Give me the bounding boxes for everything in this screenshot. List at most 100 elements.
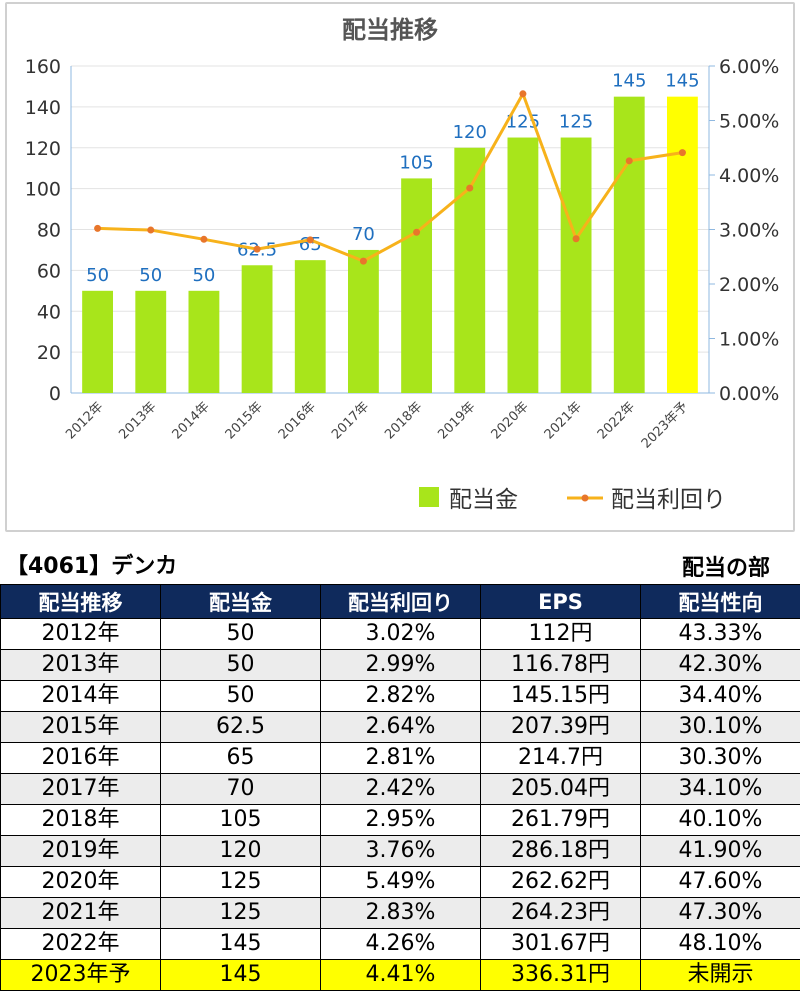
y-right-tick-label: 2.00%: [719, 274, 779, 296]
yield-point: [306, 236, 314, 244]
table-cell: 70: [160, 773, 321, 805]
bar: [294, 260, 326, 393]
y-right-tick-label: 4.00%: [719, 165, 779, 187]
table-cell: 40.10%: [640, 804, 800, 836]
table-cell: 262.62円: [480, 866, 641, 898]
bar-data-label: 50: [139, 265, 162, 286]
table-cell: 2.83%: [320, 897, 481, 929]
table-cell: 4.26%: [320, 928, 481, 960]
bar: [454, 147, 486, 393]
table-cell: 214.7円: [480, 742, 641, 774]
table-cell: 2.42%: [320, 773, 481, 805]
table-cell: 3.02%: [320, 618, 481, 650]
bar: [613, 96, 645, 393]
yield-line: [97, 92, 683, 263]
section-heading: 配当の部: [681, 556, 770, 581]
table-cell: 2015年: [0, 711, 161, 743]
bar: [188, 290, 220, 393]
yield-point: [625, 157, 633, 165]
y-left-tick-label: 0: [49, 383, 61, 405]
y-left-tick-label: 80: [37, 220, 61, 242]
table-row: 2014年 50 2.82% 145.15円 34.40%: [0, 680, 800, 712]
bar-data-label: 145: [665, 71, 699, 92]
table-cell: 2013年: [0, 649, 161, 681]
dividend-chart: 配当推移 0 20 40 60 80 100 120 140 160 0.00% 1.00% 2.00%…: [25, 16, 780, 513]
table-row: 2020年 125 5.49% 262.62円 47.60%: [0, 866, 800, 898]
table-cell: 65: [160, 742, 321, 774]
bar: [666, 96, 698, 393]
bar: [507, 137, 539, 393]
y-left-tick-label: 100: [25, 179, 61, 201]
y-left-tick-label: 140: [25, 97, 61, 119]
column-header: 配当性向: [640, 584, 800, 619]
bar: [401, 178, 433, 393]
table-cell: 336.31円: [480, 959, 641, 991]
table-row: 2015年 62.5 2.64% 207.39円 30.10%: [0, 711, 800, 743]
y-left-tick-label: 40: [37, 301, 61, 323]
table-row: 2016年 65 2.81% 214.7円 30.30%: [0, 742, 800, 774]
table-cell: 42.30%: [640, 649, 800, 681]
column-header: EPS: [480, 584, 641, 619]
table-cell: 47.30%: [640, 897, 800, 929]
column-header: 配当金: [160, 584, 321, 619]
table-cell: 112円: [480, 618, 641, 650]
table-row: 2018年 105 2.95% 261.79円 40.10%: [0, 804, 800, 836]
table-cell: 2.95%: [320, 804, 481, 836]
yield-point: [466, 184, 474, 192]
y-left-tick-label: 60: [37, 260, 61, 282]
table-cell: 105: [160, 804, 321, 836]
table-cell: 145: [160, 928, 321, 960]
y-left-tick-label: 20: [37, 342, 61, 364]
table-row: 2013年 50 2.99% 116.78円 42.30%: [0, 649, 800, 681]
table-cell: 2023年予: [0, 959, 161, 991]
table-cell: 145: [160, 959, 321, 991]
table-cell: 30.10%: [640, 711, 800, 743]
x-tick-label: 2016年: [276, 399, 319, 442]
table-cell: 未開示: [640, 959, 800, 991]
table-cell: 50: [160, 680, 321, 712]
x-tick-label: 2019年: [435, 399, 478, 442]
y-left-tick-label: 160: [25, 56, 61, 78]
table-cell: 2021年: [0, 897, 161, 929]
table-cell: 286.18円: [480, 835, 641, 867]
bar: [241, 265, 273, 393]
bar-data-label: 120: [453, 122, 487, 143]
bar: [560, 137, 592, 393]
table-cell: 2017年: [0, 773, 161, 805]
table-cell: 2022年: [0, 928, 161, 960]
table-cell: 4.41%: [320, 959, 481, 991]
table-cell: 2012年: [0, 618, 161, 650]
table-cell: 43.33%: [640, 618, 800, 650]
bar: [347, 249, 379, 393]
table-cell: 2016年: [0, 742, 161, 774]
table-cell: 50: [160, 649, 321, 681]
bar-data-label: 70: [352, 224, 375, 245]
table-cell: 261.79円: [480, 804, 641, 836]
x-tick-label: 2013年: [116, 399, 159, 442]
table-row: 2017年 70 2.42% 205.04円 34.10%: [0, 773, 800, 805]
table-cell: 125: [160, 897, 321, 929]
table-row: 2019年 120 3.76% 286.18円 41.90%: [0, 835, 800, 867]
x-tick-label: 2018年: [382, 399, 425, 442]
x-tick-label: 2023年予: [639, 399, 691, 451]
table-cell: 2.82%: [320, 680, 481, 712]
dividend-table: 配当推移 配当金 配当利回り EPS 配当性向 2012年 50 3.02% 112円 43.3…: [0, 584, 800, 991]
y-right-tick-label: 5.00%: [719, 111, 779, 133]
bar-data-label: 50: [192, 265, 215, 286]
bar-data-label: 50: [86, 265, 109, 286]
table-cell: 264.23円: [480, 897, 641, 929]
table-cell: 34.40%: [640, 680, 800, 712]
yield-point: [359, 257, 367, 265]
y-right-tick-label: 1.00%: [719, 329, 779, 351]
legend-line-label: 配当利回り: [611, 487, 726, 513]
y-right-tick-label: 6.00%: [719, 56, 779, 78]
x-tick-label: 2012年: [63, 399, 106, 442]
yield-point: [147, 226, 155, 234]
y-right-tick-label: 0.00%: [719, 383, 779, 405]
table-cell: 207.39円: [480, 711, 641, 743]
table-cell: 125: [160, 866, 321, 898]
chart-title: 配当推移: [342, 16, 438, 44]
table-cell: 48.10%: [640, 928, 800, 960]
table-cell: 2.64%: [320, 711, 481, 743]
y-right-tick-label: 3.00%: [719, 220, 779, 242]
